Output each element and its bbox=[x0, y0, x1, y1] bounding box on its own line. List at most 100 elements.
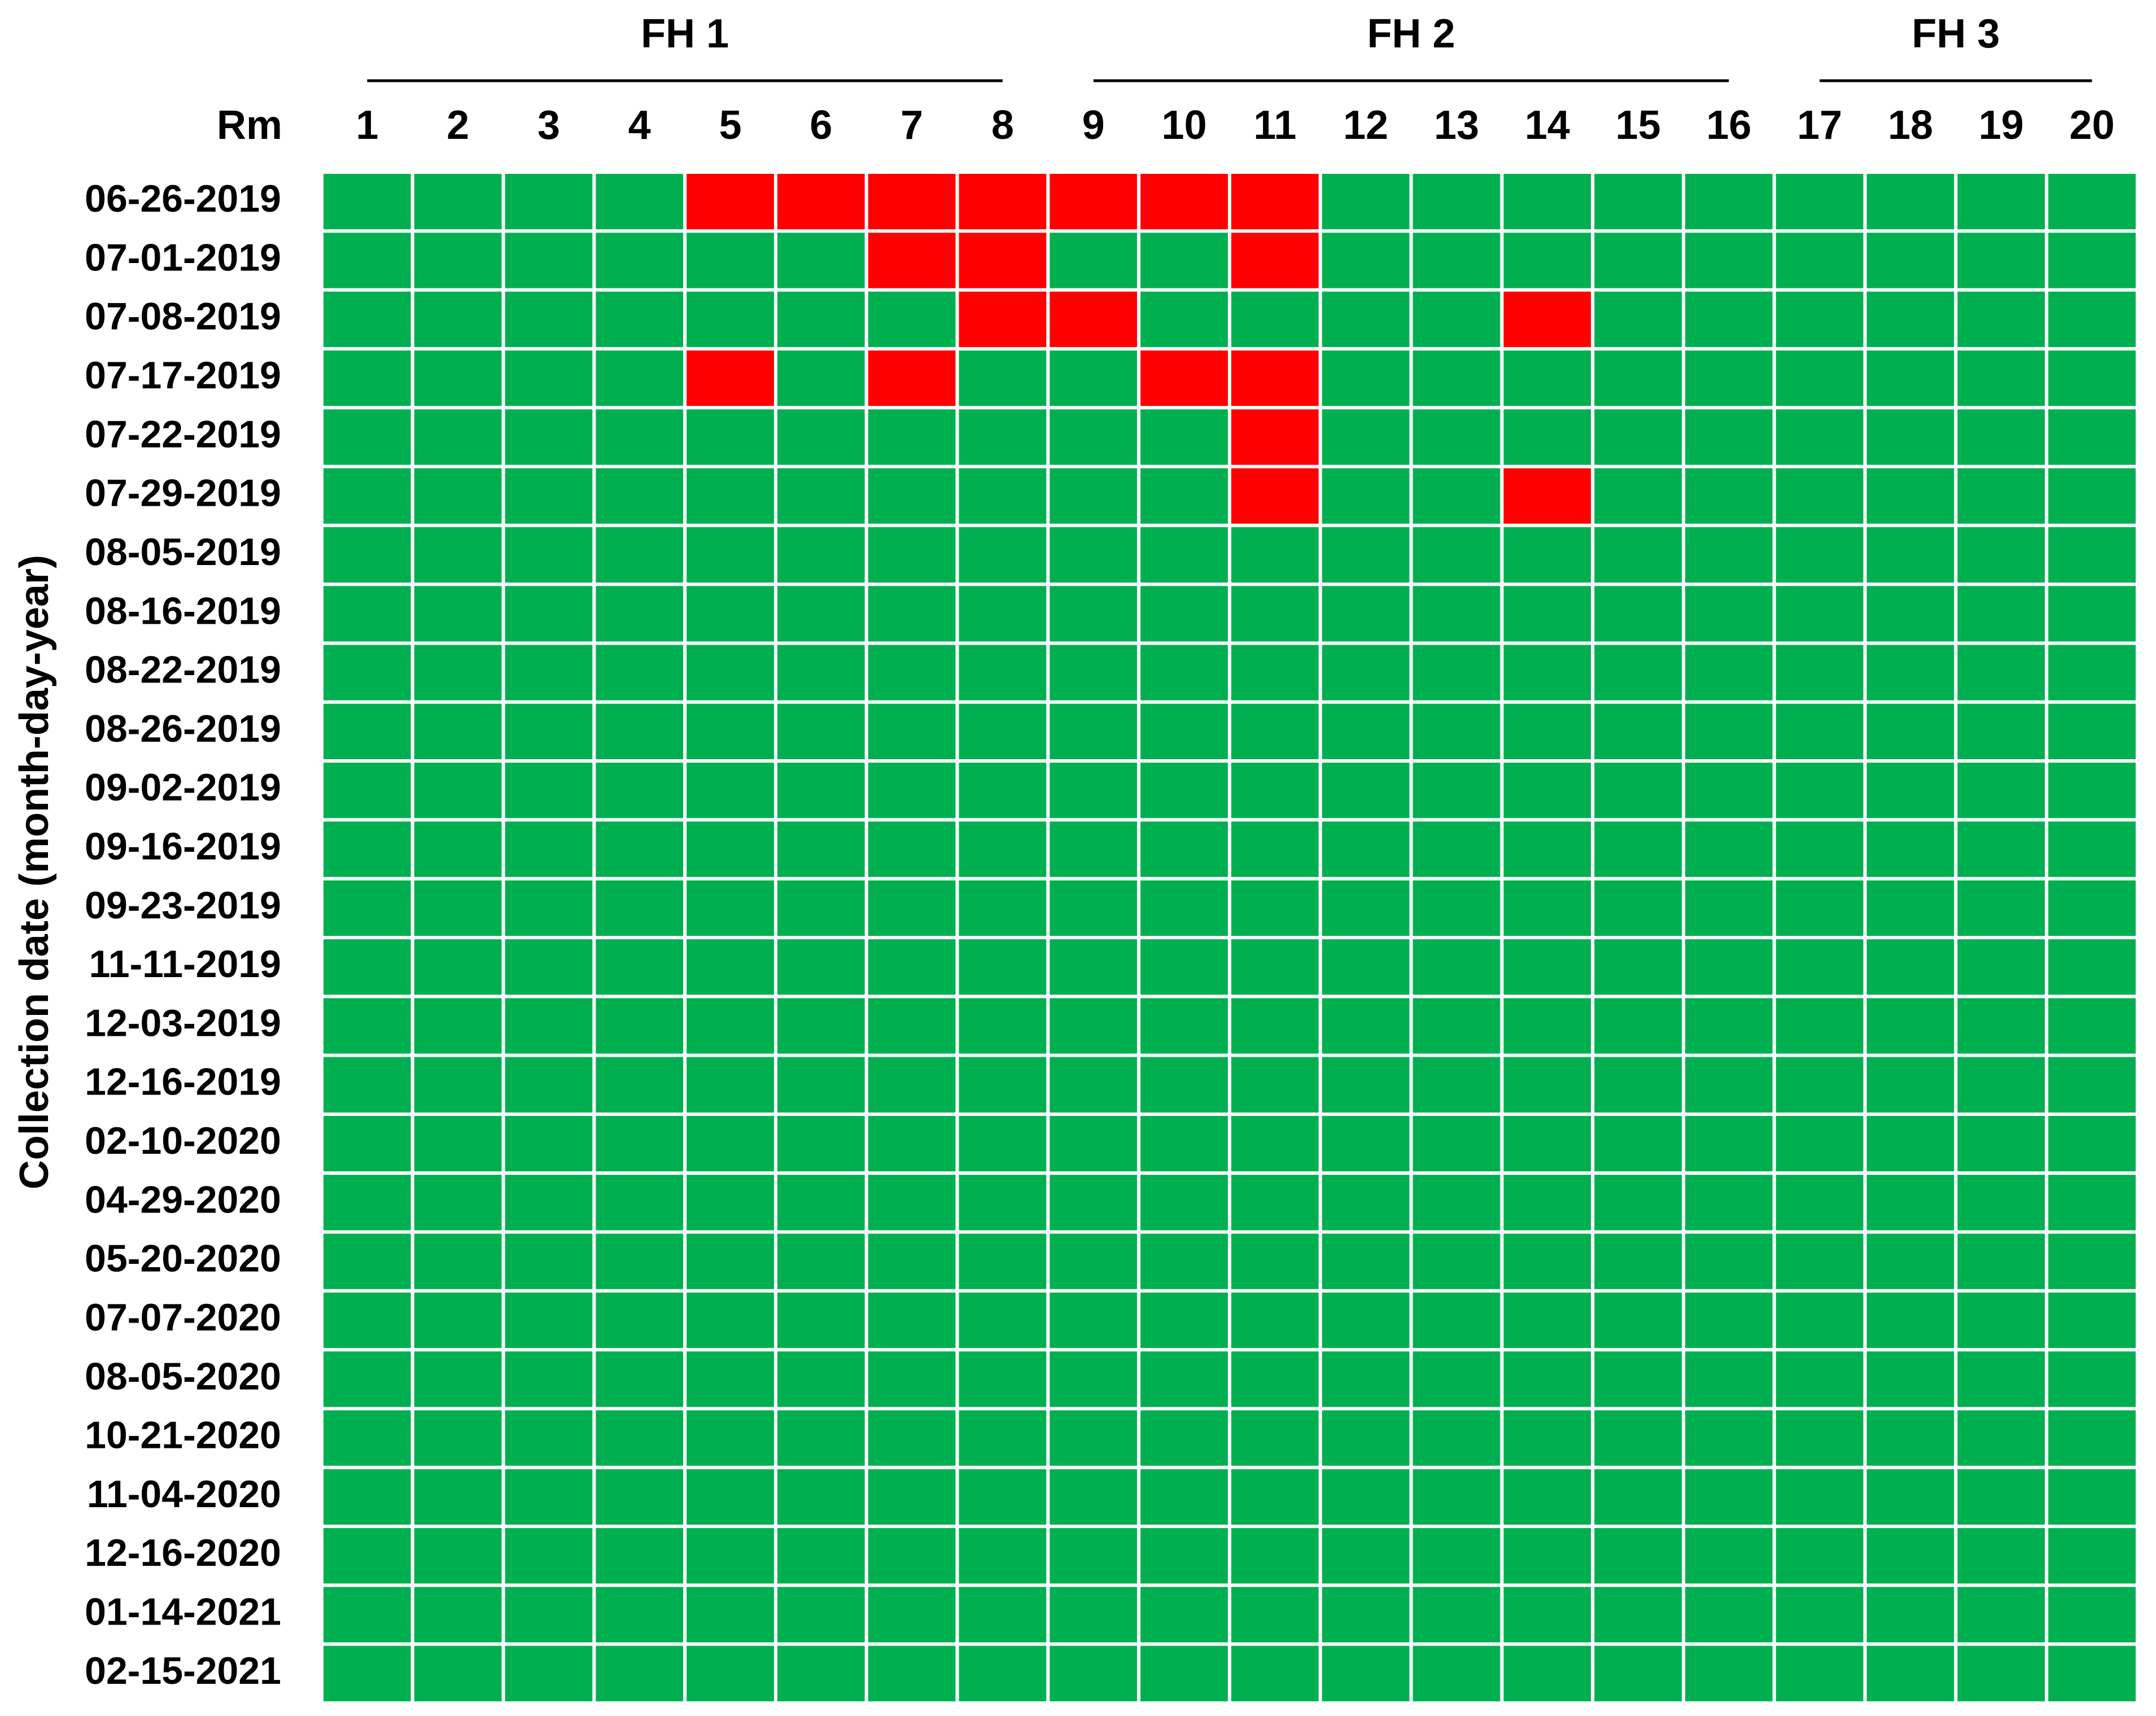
heatmap-cell bbox=[1137, 1053, 1231, 1116]
heatmap-cell bbox=[2045, 523, 2139, 586]
heatmap-cell bbox=[1863, 1171, 1958, 1234]
heatmap-cell bbox=[774, 1407, 868, 1469]
heatmap-cell bbox=[1772, 1583, 1867, 1646]
heatmap-cell bbox=[1863, 1642, 1958, 1705]
heatmap-cell bbox=[1228, 406, 1322, 469]
heatmap-cell bbox=[1591, 641, 1685, 704]
heatmap-cell bbox=[1228, 1407, 1322, 1469]
heatmap-cell bbox=[864, 936, 959, 999]
heatmap-cell bbox=[2045, 288, 2139, 351]
heatmap-cell bbox=[592, 1112, 687, 1175]
heatmap-cell bbox=[320, 936, 414, 999]
heatmap-cell bbox=[774, 347, 868, 410]
heatmap-cell bbox=[1591, 229, 1685, 292]
heatmap-cell bbox=[1228, 700, 1322, 763]
heatmap-cell bbox=[1228, 1525, 1322, 1587]
column-label: 12 bbox=[1343, 103, 1388, 148]
heatmap-cell bbox=[592, 700, 687, 763]
heatmap-cell bbox=[955, 1348, 1050, 1411]
heatmap-cell bbox=[683, 936, 777, 999]
heatmap-cell bbox=[1137, 347, 1231, 410]
heatmap-cell bbox=[501, 1465, 596, 1529]
heatmap-cell bbox=[774, 170, 868, 233]
row-labels: 06-26-2019 07-01-2019 07-08-2019 07-17-2019… bbox=[85, 177, 281, 1692]
heatmap-cell bbox=[320, 995, 414, 1057]
heatmap-cell bbox=[1409, 700, 1504, 763]
heatmap-cell bbox=[501, 347, 596, 410]
heatmap-cell bbox=[1500, 1642, 1595, 1705]
heatmap-cell bbox=[1409, 465, 1504, 527]
heatmap-cell bbox=[1318, 641, 1413, 704]
heatmap-cell bbox=[1863, 995, 1958, 1057]
heatmap-cell bbox=[1046, 1171, 1141, 1234]
group-label: FH 1 bbox=[641, 11, 729, 56]
heatmap-cell bbox=[1591, 1289, 1685, 1352]
heatmap-cell bbox=[1863, 936, 1958, 999]
heatmap-cell bbox=[1591, 465, 1685, 527]
heatmap-cell bbox=[1954, 465, 2049, 527]
heatmap-cell bbox=[864, 1407, 959, 1469]
heatmap-cell bbox=[1591, 995, 1685, 1057]
heatmap-cell bbox=[683, 1642, 777, 1705]
heatmap-cell bbox=[1137, 818, 1231, 881]
heatmap-cell bbox=[683, 1583, 777, 1646]
heatmap-cell bbox=[1682, 700, 1776, 763]
heatmap-cell bbox=[592, 1642, 687, 1705]
heatmap-cell bbox=[1772, 877, 1867, 939]
heatmap-cell bbox=[1137, 1525, 1231, 1587]
heatmap-cell bbox=[1228, 995, 1322, 1057]
heatmap-cell bbox=[1137, 229, 1231, 292]
heatmap-cell bbox=[1137, 523, 1231, 586]
heatmap-cell bbox=[1046, 759, 1141, 822]
heatmap-cell bbox=[1409, 818, 1504, 881]
heatmap-cell bbox=[2045, 995, 2139, 1057]
heatmap-cell bbox=[1318, 1583, 1413, 1646]
heatmap-cell bbox=[683, 465, 777, 527]
heatmap-cell bbox=[1772, 229, 1867, 292]
heatmap-cell bbox=[1046, 406, 1141, 469]
heatmap-cell bbox=[1228, 1583, 1322, 1646]
heatmap-cell bbox=[1682, 523, 1776, 586]
heatmap-cell bbox=[1228, 583, 1322, 645]
heatmap-cell bbox=[1046, 170, 1141, 233]
heatmap-cell bbox=[683, 818, 777, 881]
heatmap-cell bbox=[501, 1289, 596, 1352]
column-label: 2 bbox=[447, 103, 469, 148]
heatmap-cell bbox=[864, 818, 959, 881]
heatmap-cell bbox=[1682, 170, 1776, 233]
heatmap-cell bbox=[2045, 406, 2139, 469]
heatmap-cell bbox=[501, 1583, 596, 1646]
row-label: 08-16-2019 bbox=[85, 589, 281, 632]
heatmap-cell bbox=[1682, 818, 1776, 881]
heatmap-cell bbox=[320, 641, 414, 704]
heatmap-cell bbox=[1137, 641, 1231, 704]
heatmap-cell bbox=[1137, 1289, 1231, 1352]
heatmap-cell bbox=[864, 641, 959, 704]
heatmap-cell bbox=[864, 523, 959, 586]
heatmap-cell bbox=[774, 1112, 868, 1175]
heatmap-cell bbox=[1409, 1348, 1504, 1411]
heatmap-cell bbox=[1682, 1348, 1776, 1411]
column-labels: 1 2 3 4 5 6 7 8 9 10 11 12 13 14 15 16 17 18 19 20 bbox=[356, 103, 2114, 148]
heatmap-cell bbox=[1409, 641, 1504, 704]
heatmap-cell bbox=[774, 818, 868, 881]
heatmap-cell bbox=[1863, 641, 1958, 704]
heatmap-cell bbox=[1682, 347, 1776, 410]
heatmap-cell bbox=[1046, 936, 1141, 999]
heatmap-cell bbox=[1682, 759, 1776, 822]
heatmap-cell bbox=[1500, 170, 1595, 233]
heatmap-cell bbox=[1137, 1348, 1231, 1411]
row-label: 06-26-2019 bbox=[85, 177, 281, 220]
heatmap-cell bbox=[1772, 1525, 1867, 1587]
heatmap-cell bbox=[774, 583, 868, 645]
column-label: 8 bbox=[991, 103, 1014, 148]
heatmap-cell bbox=[1591, 818, 1685, 881]
heatmap-cell bbox=[1409, 936, 1504, 999]
heatmap-cell bbox=[955, 1583, 1050, 1646]
heatmap-cell bbox=[1954, 1348, 2049, 1411]
heatmap-cell bbox=[1772, 347, 1867, 410]
heatmap-cell bbox=[1500, 1053, 1595, 1116]
row-label: 02-10-2020 bbox=[85, 1119, 281, 1162]
heatmap-cell bbox=[1409, 1171, 1504, 1234]
heatmap-cell bbox=[1318, 523, 1413, 586]
